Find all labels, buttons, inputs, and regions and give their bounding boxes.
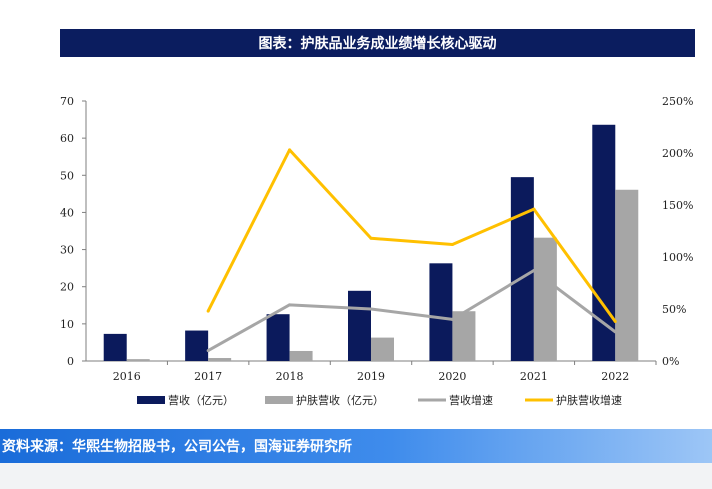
source-bar: 资料来源：华熙生物招股书，公司公告，国海证券研究所	[0, 429, 712, 463]
x-tick-label: 2017	[194, 370, 222, 383]
skincare-growth-point	[532, 207, 536, 211]
revenue-growth-point	[450, 317, 454, 321]
y-left-tick-label: 10	[60, 318, 74, 331]
skincare-revenue-bar	[289, 350, 313, 361]
skincare-growth-point	[206, 309, 210, 313]
y-left-tick-label: 30	[60, 244, 74, 257]
y-right-tick-label: 100%	[662, 251, 693, 264]
x-tick-label: 2021	[520, 370, 548, 383]
skincare-revenue-bar	[452, 311, 476, 361]
revenue-bar	[592, 124, 616, 361]
skincare-growth-point	[288, 148, 292, 152]
x-tick-label: 2018	[276, 370, 304, 383]
skincare-growth-point	[369, 236, 373, 240]
revenue-growth-line	[207, 269, 617, 352]
legend-swatch	[265, 396, 293, 404]
legend-swatch	[137, 396, 165, 404]
y-left-tick-label: 20	[60, 281, 74, 294]
skincare-growth-line	[206, 148, 617, 323]
revenue-bar	[103, 333, 127, 361]
y-left-tick-label: 40	[60, 206, 74, 219]
x-tick-label: 2016	[113, 370, 141, 383]
x-tick-label: 2019	[357, 370, 385, 383]
revenue-bar	[510, 177, 534, 361]
revenue-growth-point	[369, 307, 373, 311]
source-text: 资料来源：华熙生物招股书，公司公告，国海证券研究所	[2, 439, 352, 455]
revenue-growth-point	[532, 269, 536, 273]
skincare-revenue-bar	[126, 359, 150, 361]
y-left-tick-label: 70	[60, 95, 74, 108]
revenue-growth-point	[613, 330, 617, 334]
skincare-growth-point	[450, 243, 454, 247]
revenue-bar	[185, 330, 209, 361]
x-tick-label: 2022	[601, 370, 629, 383]
y-right-tick-label: 250%	[662, 95, 693, 108]
legend-label: 营收（亿元）	[168, 393, 234, 407]
combo-chart: 0 10 20 30 40 50 60 70 0% 50% 100% 150% 200% 250% 2016…	[60, 95, 693, 407]
revenue-growth-point	[288, 303, 292, 307]
bottom-strip	[0, 463, 712, 489]
y-right-tick-label: 150%	[662, 199, 693, 212]
legend-label: 护肤营收增速	[556, 393, 622, 407]
skincare-growth-point	[613, 319, 617, 323]
y-right-tick-label: 0%	[662, 355, 679, 368]
y-left-tick-label: 0	[67, 355, 74, 368]
y-left-tick-label: 60	[60, 132, 74, 145]
y-right-tick-label: 50%	[662, 303, 686, 316]
chart-title: 图表：护肤品业务成业绩增长核心驱动	[258, 36, 497, 52]
revenue-growth-point	[206, 349, 210, 353]
skincare-revenue-bar	[371, 337, 394, 361]
skincare-revenue-bar	[208, 358, 232, 361]
revenue-bar	[429, 263, 453, 361]
y-left-tick-label: 50	[60, 169, 74, 182]
skincare-revenue-bar	[615, 189, 639, 361]
y-right-tick-label: 200%	[662, 147, 693, 160]
skincare-revenue-bar	[533, 237, 557, 361]
legend-label: 护肤营收（亿元）	[296, 393, 384, 407]
revenue-bar	[348, 290, 371, 361]
chart-title-bar: 图表：护肤品业务成业绩增长核心驱动	[60, 29, 695, 57]
legend-label: 营收增速	[449, 393, 493, 407]
x-tick-label: 2020	[438, 370, 466, 383]
revenue-bar	[266, 314, 290, 361]
